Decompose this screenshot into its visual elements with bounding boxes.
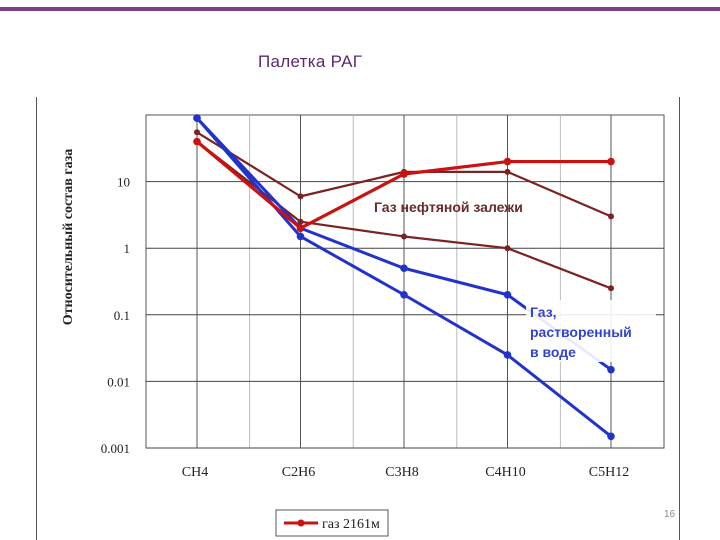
page-number: 16 — [664, 509, 676, 520]
data-point-gas2161 — [296, 224, 305, 232]
data-point-dissolved — [607, 432, 615, 441]
y-tick-label: 0.01 — [107, 374, 130, 389]
data-point-oil — [504, 168, 511, 175]
right-frame-line — [679, 97, 680, 540]
data-point-gas2161 — [503, 157, 512, 166]
data-point-dissolved — [193, 114, 201, 122]
legend: газ 2161м — [275, 509, 389, 537]
annotation-oil-gas: Газ нефтяной залежи — [374, 199, 523, 215]
y-tick-label: 1 — [124, 241, 131, 256]
data-point-oil — [297, 193, 304, 200]
data-point-dissolved — [400, 290, 408, 299]
x-tick-label: C5H12 — [589, 465, 629, 480]
slide-title: Палетка РАГ — [258, 52, 363, 71]
data-point-dissolved — [296, 232, 305, 241]
data-point-oil — [401, 233, 407, 240]
x-tick-label: C3H8 — [385, 465, 418, 480]
legend-marker — [297, 519, 305, 527]
x-tick-label: C4H10 — [485, 465, 525, 480]
data-point-dissolved — [503, 351, 512, 359]
data-point-dissolved — [400, 264, 408, 273]
data-point-oil — [194, 129, 200, 136]
data-point-gas2161 — [607, 157, 615, 166]
y-axis-label: Относительный состав газа — [61, 149, 76, 326]
data-point-dissolved — [607, 365, 615, 374]
data-point-dissolved — [503, 290, 512, 299]
y-tick-label: 0.1 — [114, 308, 130, 323]
data-point-oil — [297, 218, 304, 225]
data-point-gas2161 — [193, 137, 201, 146]
annotation-dissolved-line3: в воде — [530, 344, 576, 360]
top-accent-rule — [0, 7, 720, 11]
legend-label: газ 2161м — [322, 517, 380, 532]
left-frame-line — [36, 97, 37, 540]
annotation-dissolved-line1: Газ, — [530, 304, 557, 320]
x-tick-label: C2H6 — [282, 465, 315, 480]
data-point-oil — [608, 285, 614, 292]
y-tick-label: 0.001 — [101, 441, 130, 456]
dissolved-annotation-bg — [526, 300, 656, 362]
x-tick-label: CH4 — [182, 465, 208, 480]
data-point-oil — [608, 213, 614, 220]
data-point-gas2161 — [400, 170, 408, 178]
annotation-dissolved-line2: растворенный — [530, 324, 632, 340]
data-point-oil — [504, 245, 511, 252]
y-tick-label: 10 — [117, 175, 130, 190]
